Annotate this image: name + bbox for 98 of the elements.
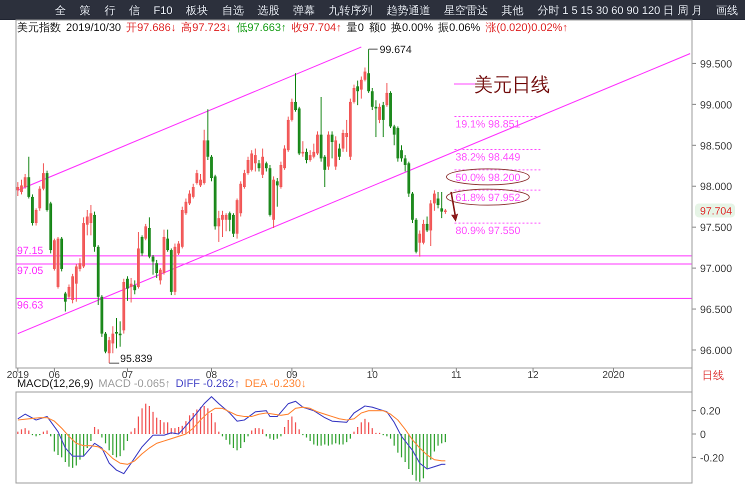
text: 其他: [502, 4, 524, 17]
candlestick: [316, 130, 319, 156]
candlestick: [111, 326, 114, 354]
text: MACD -0.065↑: [98, 378, 171, 390]
annotation: 低97.663↑: [236, 22, 287, 34]
text: 策: [80, 5, 91, 17]
candlestick: [308, 150, 312, 162]
y-tick-label: 98.000: [700, 181, 732, 194]
text: 趋势通道: [386, 4, 430, 17]
annotation: 99.674: [380, 44, 412, 56]
y-tick-label: 99.000: [700, 99, 732, 112]
annotation: 振0.06%: [438, 22, 481, 34]
annotation: 额0: [368, 21, 386, 34]
candlestick: [118, 320, 122, 348]
candlestick: [370, 87, 374, 111]
annotation: 高97.723↓: [181, 21, 232, 34]
candlestick: [232, 212, 235, 238]
x-tick-label: 11: [451, 370, 462, 381]
annotation: 开97.686↓: [126, 22, 176, 34]
text: 选股: [257, 4, 280, 17]
text: F10: [154, 5, 173, 17]
candlestick: [217, 210, 220, 242]
annotation: 量0: [346, 22, 364, 34]
annotation: 涨(0.020)0.02%↑: [485, 22, 568, 34]
text: 板块: [185, 4, 208, 17]
candlestick: [385, 82, 388, 108]
candlestick: [90, 204, 92, 236]
candlestick: [338, 143, 341, 161]
candlestick: [34, 208, 38, 226]
line-series: [17, 396, 446, 474]
x-tick-label: 12: [527, 370, 540, 381]
line-series: [17, 406, 446, 465]
text: 自选: [222, 4, 244, 17]
ref-line-label: 61.8% 97.952: [455, 192, 520, 204]
candlestick: [195, 169, 198, 186]
text: 信: [128, 5, 140, 17]
candlestick: [108, 336, 111, 364]
candlestick: [250, 150, 254, 172]
ref-line-label: 38.2% 98.449: [455, 151, 520, 164]
ref-line-label: 50.0% 98.200: [455, 172, 520, 184]
candlestick: [115, 318, 118, 349]
annotation: 换0.00%: [390, 22, 434, 34]
ref-line-label: 80.9% 97.550: [455, 225, 520, 238]
chart-title: MACD(12,26,9): [17, 378, 94, 390]
candlestick: [305, 148, 308, 164]
candlestick: [330, 130, 334, 159]
x-tick-label: 10: [366, 370, 378, 381]
ref-line-label: 97.05: [17, 265, 44, 278]
candlestick: [261, 148, 264, 179]
text: 星空雷达: [444, 4, 488, 17]
series-label: DEA -0.230↓: [244, 378, 307, 390]
candlestick: [192, 183, 195, 200]
x-tick-label: 07: [122, 370, 134, 381]
y-tick-label: 98.500: [700, 140, 732, 152]
x-tick-label: 08: [206, 370, 218, 381]
ref-line-label: 96.63: [17, 299, 44, 312]
candlestick: [426, 216, 428, 233]
y-tick-label: -0.20: [700, 452, 724, 464]
candlestick: [224, 212, 228, 232]
ref-line-label: 19.1% 98.851: [455, 118, 520, 131]
y-tick-label: 0.20: [700, 406, 721, 418]
y-tick-label: 99.500: [700, 58, 732, 70]
candlestick: [130, 277, 133, 303]
candlestick: [254, 148, 257, 172]
text: 弹幕: [293, 4, 316, 17]
annotation: 美元日线: [474, 74, 550, 96]
chart-subtitle: 2019/10/30: [66, 22, 122, 34]
text: 97.704: [700, 205, 732, 218]
candlestick: [140, 234, 144, 256]
chart-title: 美元指数: [17, 21, 61, 34]
ref-line-label: 97.15: [17, 244, 44, 257]
x-tick-label: 2020: [602, 370, 625, 381]
text: 画线: [716, 4, 738, 17]
series-label: DIFF -0.262↑: [176, 378, 240, 390]
candlestick: [155, 259, 158, 278]
candlestick: [228, 211, 232, 232]
text: 全: [55, 5, 66, 17]
annotation: 95.839: [120, 353, 152, 366]
candlestick: [126, 276, 129, 302]
candlestick: [367, 48, 370, 94]
candlestick: [166, 229, 170, 252]
y-tick-label: 97.500: [700, 222, 732, 234]
candlestick: [290, 98, 294, 122]
candlestick: [382, 101, 385, 138]
text: 分时 1 5 15 30 60 90 120 日 周 月: [537, 4, 702, 17]
candlestick: [432, 190, 436, 212]
x-tick-label: 09: [286, 370, 298, 381]
y-tick-label: 97.000: [700, 263, 732, 276]
y-tick-label: 96.000: [700, 344, 732, 357]
candlestick: [258, 160, 260, 172]
text: 日线: [702, 369, 724, 382]
candlestick: [16, 182, 20, 197]
annotation: 收97.704↑: [292, 22, 342, 34]
y-tick-label: 96.500: [700, 304, 732, 316]
text: 行: [104, 5, 116, 17]
y-tick-label: 0: [700, 429, 706, 441]
candlestick: [378, 103, 381, 124]
text: 九转序列: [328, 4, 373, 17]
